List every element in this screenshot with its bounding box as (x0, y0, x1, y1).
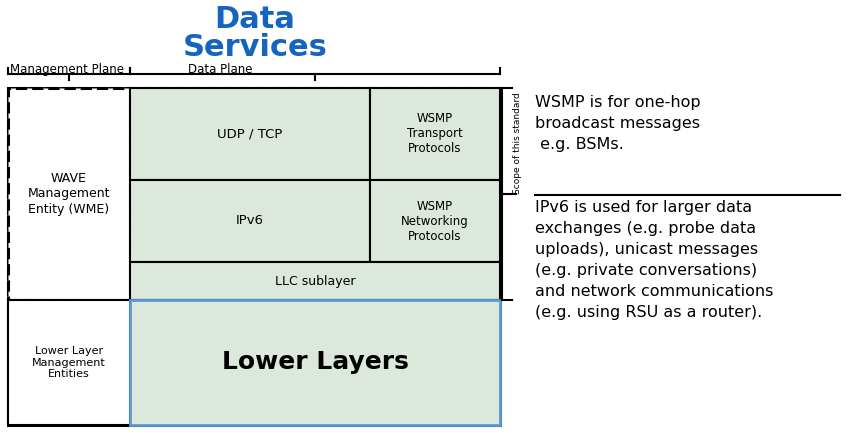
Bar (130, 300, 500, 425)
Bar (370, 88, 500, 180)
Text: UDP / TCP: UDP / TCP (218, 127, 283, 140)
Bar (8, 88, 130, 300)
Text: WSMP is for one-hop
broadcast messages
 e.g. BSMs.: WSMP is for one-hop broadcast messages e… (535, 95, 700, 152)
Bar (130, 180, 370, 262)
Text: Scope of this standard: Scope of this standard (513, 92, 523, 194)
Text: IPv6: IPv6 (236, 214, 264, 227)
Text: Lower Layer
Management
Entities: Lower Layer Management Entities (32, 346, 106, 379)
Bar (130, 88, 370, 180)
Text: Lower Layers: Lower Layers (222, 350, 409, 375)
Text: Management Plane: Management Plane (10, 63, 124, 76)
Bar (8, 300, 500, 425)
Text: Services: Services (183, 33, 327, 62)
Text: IPv6 is used for larger data
exchanges (e.g. probe data
uploads), unicast messag: IPv6 is used for larger data exchanges (… (535, 200, 774, 320)
Text: WSMP
Networking
Protocols: WSMP Networking Protocols (401, 200, 469, 242)
Bar (8, 88, 500, 300)
Text: LLC sublayer: LLC sublayer (275, 275, 355, 288)
Bar (130, 262, 500, 300)
Text: Data: Data (214, 5, 296, 34)
Text: Data Plane: Data Plane (188, 63, 252, 76)
Text: WSMP
Transport
Protocols: WSMP Transport Protocols (407, 113, 463, 155)
Text: WAVE
Management
Entity (WME): WAVE Management Entity (WME) (28, 172, 110, 216)
Bar (370, 180, 500, 262)
Bar (8, 300, 130, 425)
